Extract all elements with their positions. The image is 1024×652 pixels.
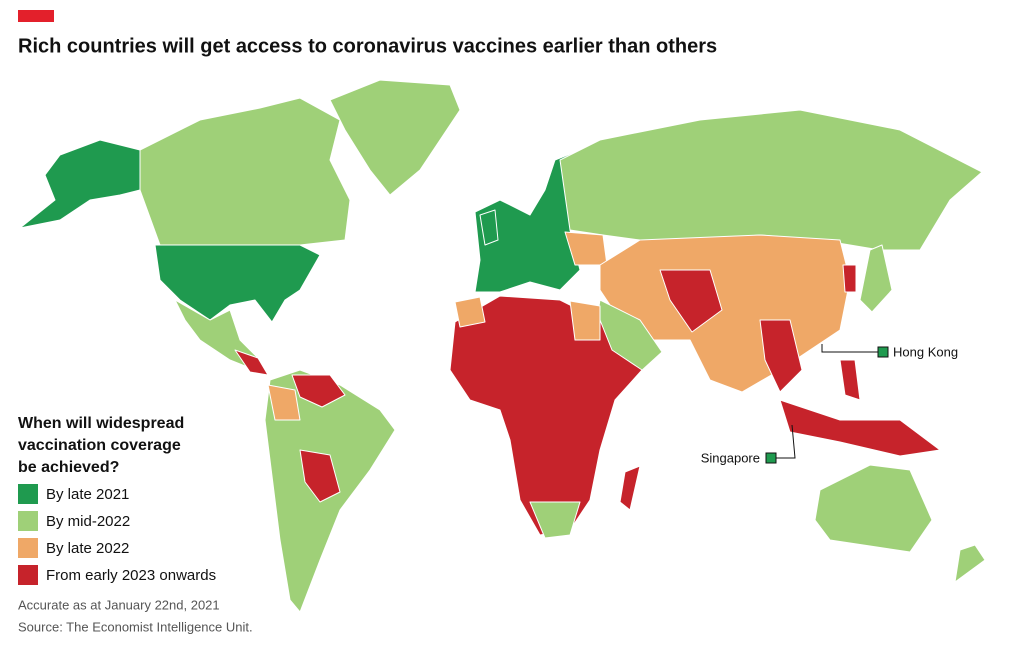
legend-swatch	[18, 565, 38, 585]
annotation-label: Hong Kong	[893, 344, 958, 359]
legend-title: vaccination coverage	[18, 437, 181, 454]
madagascar	[619, 465, 641, 511]
title: Rich countries will get access to corona…	[18, 35, 717, 57]
egypt	[569, 300, 601, 341]
callout-marker	[877, 346, 889, 358]
central-america	[234, 349, 269, 376]
bolivia	[299, 449, 341, 503]
afghanistan-pakistan	[659, 269, 723, 333]
venezuela	[291, 374, 346, 408]
legend-title: be achieved?	[18, 459, 119, 476]
legend-label: By late 2022	[46, 540, 129, 557]
legend-swatch	[18, 511, 38, 531]
southeast-asia	[759, 319, 803, 393]
legend-swatch	[18, 484, 38, 504]
source: Source: The Economist Intelligence Unit.	[18, 619, 253, 634]
canada	[139, 97, 351, 251]
japan	[859, 244, 893, 313]
callout-marker	[765, 452, 777, 464]
legend-swatch	[18, 538, 38, 558]
note: Accurate as at January 22nd, 2021	[18, 597, 220, 612]
indonesia	[779, 399, 941, 457]
alaska	[19, 139, 141, 229]
legend: When will widespread vaccination coverage…	[18, 415, 216, 585]
south-africa	[529, 501, 581, 539]
callout-line	[776, 424, 796, 459]
brand-bar	[18, 10, 54, 22]
colombia	[267, 384, 301, 421]
korea	[842, 264, 857, 293]
russia	[559, 109, 983, 251]
new-zealand	[954, 544, 986, 583]
australia	[814, 464, 933, 553]
callout-line	[821, 344, 878, 353]
legend-label: From early 2023 onwards	[46, 567, 216, 584]
britain	[479, 209, 499, 246]
singapore-callout: Singapore	[701, 424, 796, 465]
usa	[154, 244, 321, 323]
annotation-label: Singapore	[701, 450, 760, 465]
legend-label: By late 2021	[46, 486, 129, 503]
morocco	[454, 296, 486, 328]
hong-kong-callout: Hong Kong	[821, 344, 958, 359]
philippines	[839, 359, 861, 401]
legend-title: When will widespread	[18, 415, 184, 432]
world-map	[19, 79, 986, 613]
greenland	[329, 79, 461, 196]
legend-label: By mid-2022	[46, 513, 130, 530]
